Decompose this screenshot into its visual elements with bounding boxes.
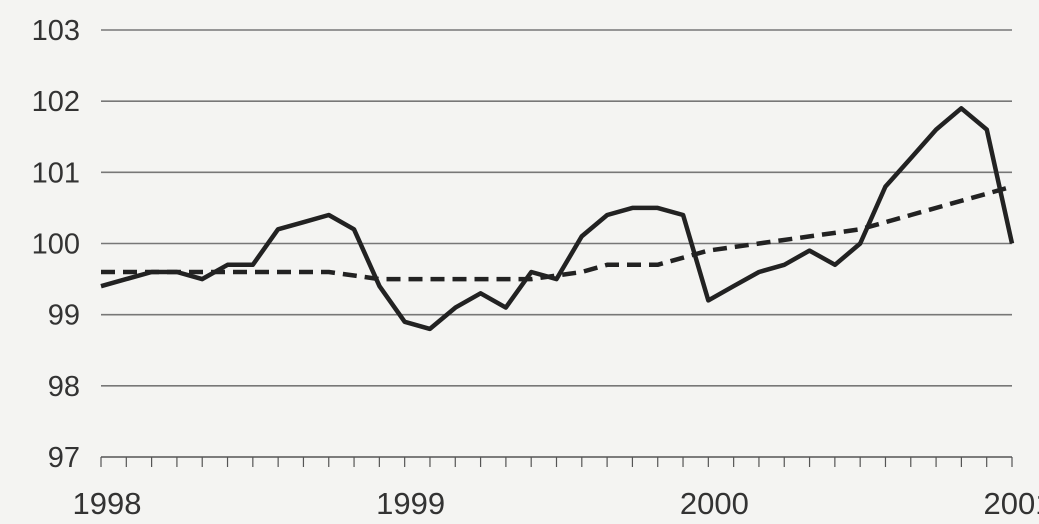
x-axis xyxy=(100,456,1013,467)
x-tick-labels: 1998 1999 2000 2001 xyxy=(73,486,1039,521)
x-tick-label: 1998 xyxy=(73,486,142,521)
solid-series-line xyxy=(100,106,1015,332)
y-tick-labels: 97 98 99 100 101 102 103 xyxy=(32,15,80,474)
y-tick-label: 101 xyxy=(32,157,80,189)
y-tick-label: 98 xyxy=(48,371,80,403)
y-tick-label: 102 xyxy=(32,86,80,118)
y-tick-label: 103 xyxy=(32,15,80,47)
gridlines xyxy=(101,29,1012,387)
y-tick-label: 99 xyxy=(48,300,80,332)
y-tick-label: 97 xyxy=(48,442,80,474)
series-lines xyxy=(100,106,1015,332)
x-tick-label: 2000 xyxy=(680,486,749,521)
x-tick-label: 2001 xyxy=(984,486,1039,521)
y-tick-label: 100 xyxy=(32,229,80,261)
x-tick-label: 1999 xyxy=(376,486,445,521)
dashed-series-line xyxy=(101,184,1013,282)
